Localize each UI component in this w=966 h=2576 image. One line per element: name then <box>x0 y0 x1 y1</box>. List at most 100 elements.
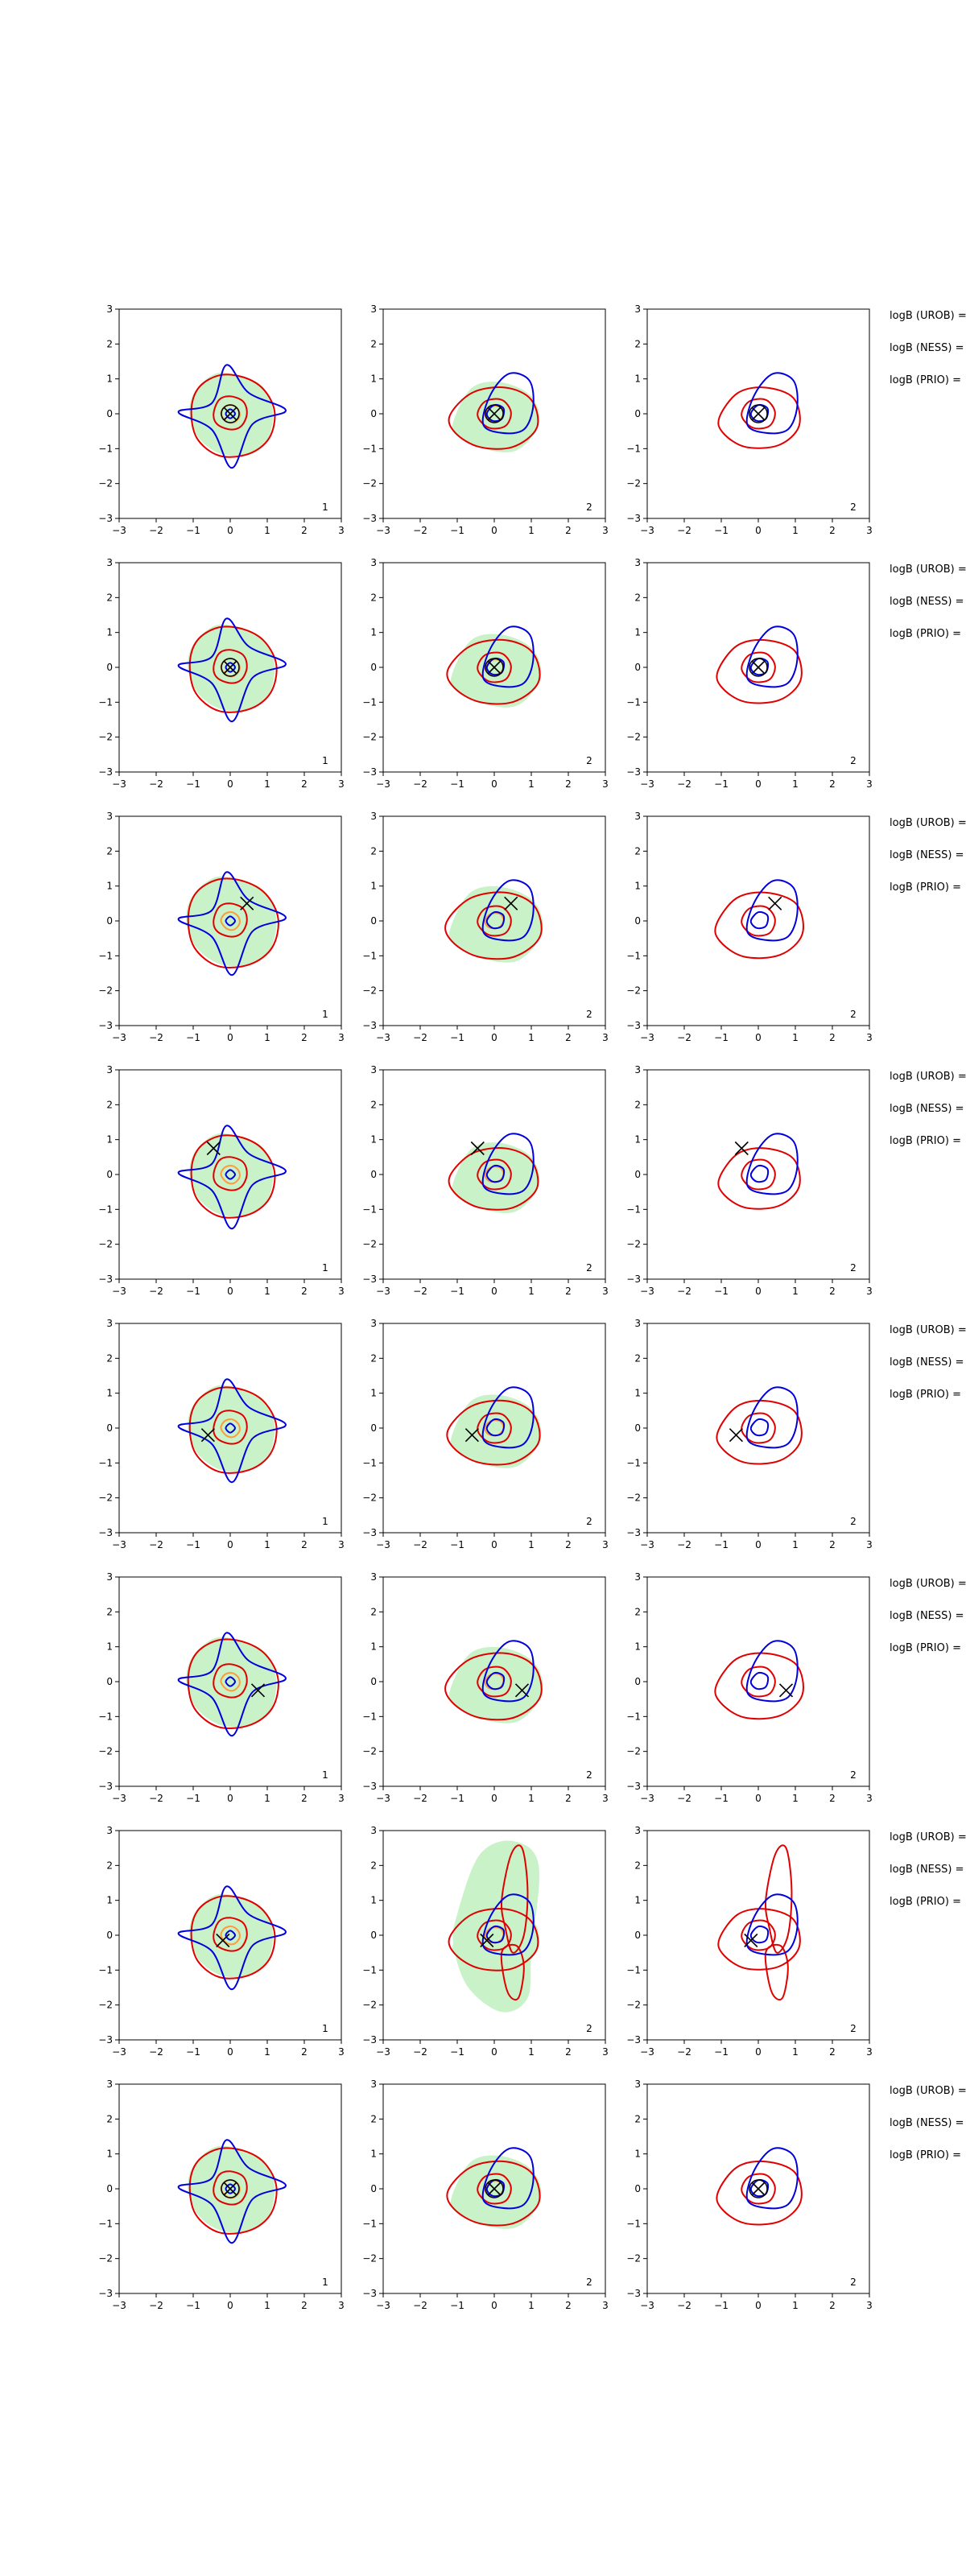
y-tick-label: 1 <box>370 881 377 892</box>
blue-contour-outer <box>177 1885 287 1991</box>
side-label: logB (UROB) = <box>890 564 966 576</box>
marker-circle <box>221 2179 240 2198</box>
x-marker <box>223 660 237 675</box>
y-tick-label: 3 <box>106 811 113 822</box>
marker-circle <box>221 404 240 423</box>
blue-contour-inner <box>485 910 506 930</box>
side-label: logB (PRIO) = <box>890 1642 961 1654</box>
panel-r6-c2: −3 −2 −1 0 1 2 3 3 2 1 0 −1 −2 −3 2 <box>362 1571 609 1804</box>
y-tick-label: 1 <box>634 1641 641 1653</box>
plot-area <box>446 1386 542 1468</box>
x-tick-label: 0 <box>491 1032 497 1043</box>
y-tick-label: 2 <box>106 2113 113 2124</box>
x-tick-label: 3 <box>866 1793 873 1804</box>
y-tick-label: 1 <box>370 627 377 638</box>
y-tick-label: −1 <box>626 1203 641 1215</box>
y-tick-label: 1 <box>106 374 113 385</box>
y-tick-label: 2 <box>370 845 377 857</box>
x-tick-label: −3 <box>376 525 390 536</box>
red-contour-extra-2 <box>500 1943 525 2001</box>
panel-corner-label: 2 <box>586 2277 592 2288</box>
y-tick-label: 2 <box>634 592 641 603</box>
blue-contour-outer <box>177 1632 287 1737</box>
blue-contour-outer <box>481 1133 535 1195</box>
y-tick-label: −1 <box>98 2218 113 2229</box>
x-tick-label: 3 <box>866 525 873 536</box>
axes-frame <box>646 815 870 1026</box>
panel-r3-c1: −3 −2 −1 0 1 2 3 3 2 1 0 −1 −2 −3 1 <box>98 811 345 1043</box>
plot-area <box>177 617 287 723</box>
y-tick-label: 2 <box>106 1606 113 1617</box>
y-tick-label: 2 <box>634 1352 641 1364</box>
red-contour-outer <box>444 891 543 960</box>
panel-r2-c2: −3 −2 −1 0 1 2 3 3 2 1 0 −1 −2 −3 2 <box>362 557 609 790</box>
blue-contour-inner <box>225 1169 237 1180</box>
red-contour-outer <box>717 386 801 449</box>
red-contour-outer <box>190 1895 276 1979</box>
x-marker <box>470 1141 485 1156</box>
blue-contour-outer <box>745 625 799 688</box>
red-contour-outer <box>188 2147 278 2235</box>
density-fill <box>448 1646 543 1724</box>
plot-area <box>177 2139 287 2244</box>
x-tick-label: 2 <box>301 1793 308 1804</box>
x-tick-label: 3 <box>338 2300 345 2311</box>
blue-contour-outer <box>481 879 535 942</box>
y-tick-label: 1 <box>106 627 113 638</box>
y-tick-label: 2 <box>370 1860 377 1871</box>
panel-r5-c2: −3 −2 −1 0 1 2 3 3 2 1 0 −1 −2 −3 2 <box>362 1318 609 1550</box>
y-tick-label: −1 <box>362 1964 377 1975</box>
y-tick-label: 3 <box>370 1825 377 1836</box>
y-tick-label: 0 <box>106 1169 113 1180</box>
panel-corner-label: 2 <box>850 1009 857 1020</box>
blue-contour-outer <box>745 2147 799 2210</box>
y-tick-label: −1 <box>362 950 377 961</box>
x-marker <box>514 1683 530 1698</box>
panel-corner-label: 1 <box>322 1769 328 1781</box>
x-marker <box>729 1428 743 1443</box>
density-fill <box>452 382 540 452</box>
x-tick-label: 1 <box>528 1286 535 1297</box>
panel-corner-label: 1 <box>322 2277 328 2288</box>
x-tick-label: −1 <box>714 525 729 536</box>
y-tick-label: 1 <box>106 881 113 892</box>
plot-area <box>177 1125 287 1230</box>
panel-corner-label: 2 <box>850 2023 857 2034</box>
red-contour-inner <box>741 651 776 683</box>
x-tick-label: −1 <box>186 1539 200 1550</box>
side-label: logB (PRIO) = <box>890 1389 961 1401</box>
x-tick-label: −2 <box>677 1793 691 1804</box>
x-tick-label: −2 <box>413 778 427 790</box>
y-tick-label: −2 <box>98 732 113 743</box>
y-tick-label: 3 <box>634 1064 641 1075</box>
y-tick-label: 0 <box>106 915 113 927</box>
y-tick-label: 2 <box>634 1860 641 1871</box>
x-marker <box>250 1683 266 1698</box>
x-tick-label: 0 <box>491 1539 497 1550</box>
y-tick-label: −2 <box>626 1746 641 1757</box>
x-tick-label: −3 <box>640 1793 654 1804</box>
y-tick-label: −2 <box>362 2253 377 2264</box>
plot-area <box>716 2147 803 2226</box>
y-tick-label: 3 <box>106 303 113 315</box>
y-tick-label: −1 <box>362 1203 377 1215</box>
x-tick-label: −3 <box>376 2046 390 2058</box>
y-tick-label: −2 <box>362 478 377 489</box>
x-marker <box>751 660 766 675</box>
blue-contour-outer <box>745 879 799 942</box>
red-contour-inner <box>477 905 512 937</box>
x-marker <box>487 2182 502 2196</box>
y-tick-label: −2 <box>362 1492 377 1504</box>
y-tick-label: 1 <box>634 2149 641 2160</box>
red-contour-inner <box>477 1919 512 1951</box>
y-tick-label: −1 <box>98 1964 113 1975</box>
side-label: logB (NESS) = <box>890 1103 964 1115</box>
x-tick-label: 3 <box>602 1539 609 1550</box>
red-contour-inner <box>741 1919 776 1951</box>
y-tick-label: −2 <box>626 2253 641 2264</box>
red-contour-inner <box>741 398 776 430</box>
x-tick-label: −3 <box>112 2300 126 2311</box>
blue-contour-outer <box>177 1378 287 1484</box>
y-tick-label: −2 <box>362 1746 377 1757</box>
x-tick-label: 2 <box>301 778 308 790</box>
